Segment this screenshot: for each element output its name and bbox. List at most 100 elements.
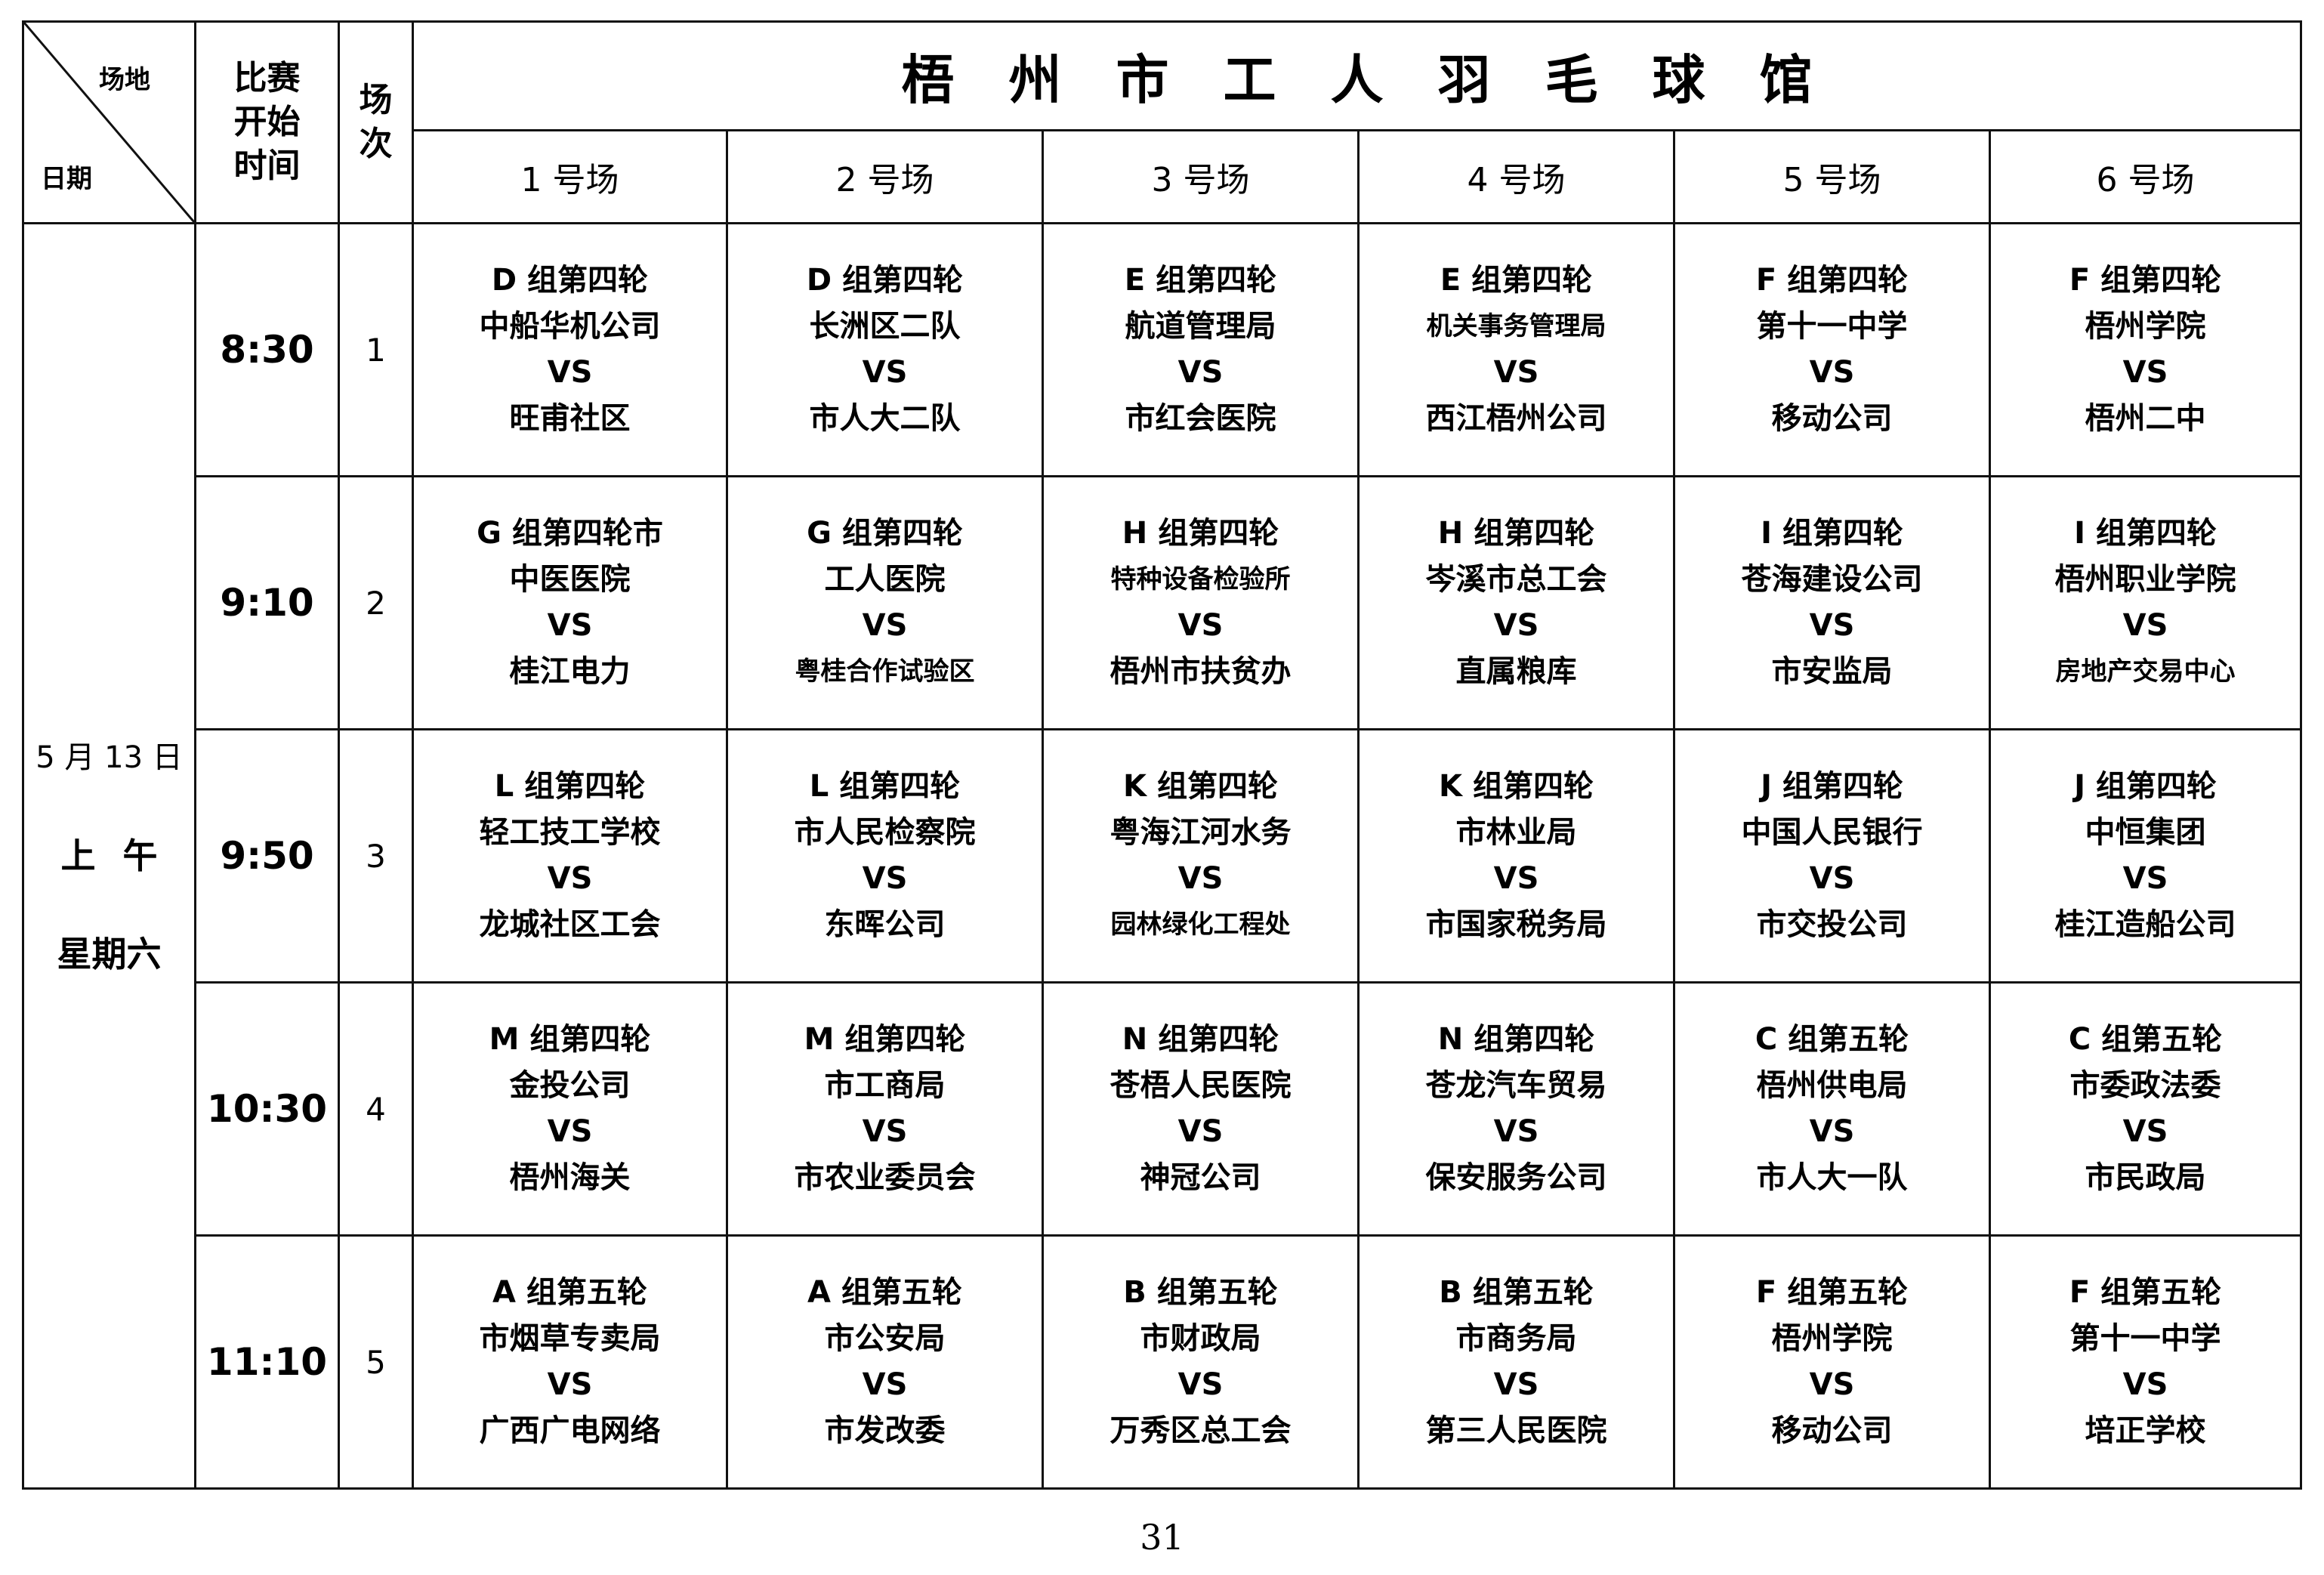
court-header-1: 1 号场 (412, 129, 728, 224)
match-team1: 梧州学院 (1771, 1321, 1893, 1356)
start-time: 8:30 (194, 222, 340, 477)
match-team1: 特种设备检验所 (1110, 564, 1291, 594)
match-vs: VS (1493, 355, 1539, 390)
match-group: J 组第四轮 (1761, 769, 1903, 804)
start-time-header: 比赛 开始 时间 (194, 20, 340, 224)
header-line: 场 (359, 81, 393, 119)
match-vs: VS (862, 861, 908, 896)
round-number: 4 (338, 981, 414, 1237)
match-vs: VS (1809, 608, 1855, 643)
match-vs: VS (1809, 1367, 1855, 1402)
court-header-3: 3 号场 (1042, 129, 1360, 224)
match-group: I 组第四轮 (1761, 516, 1903, 551)
match-cell: G 组第四轮市 中医医院 VS 桂江电力 (412, 475, 728, 730)
match-vs: VS (862, 355, 908, 390)
match-cell: F 组第五轮 梧州学院 VS 移动公司 (1673, 1234, 1991, 1490)
match-cell: K 组第四轮 市林业局 VS 市国家税务局 (1357, 728, 1675, 984)
match-group: F 组第五轮 (2069, 1275, 2222, 1310)
match-cell: H 组第四轮 特种设备检验所 VS 梧州市扶贫办 (1042, 475, 1360, 730)
start-time: 9:50 (194, 728, 340, 984)
match-vs: VS (862, 1367, 908, 1402)
match-team1: 市委政法委 (2069, 1068, 2221, 1103)
match-vs: VS (547, 608, 593, 643)
match-cell: D 组第四轮 中船华机公司 VS 旺甫社区 (412, 222, 728, 477)
match-cell: N 组第四轮 苍龙汽车贸易 VS 保安服务公司 (1357, 981, 1675, 1237)
match-team1: 梧州学院 (2085, 309, 2206, 344)
match-group: A 组第五轮 (492, 1275, 647, 1310)
match-group: G 组第四轮 (807, 516, 963, 551)
match-team2: 市安监局 (1771, 654, 1893, 689)
match-team1: 梧州职业学院 (2054, 562, 2236, 597)
match-team1: 市商务局 (1455, 1321, 1577, 1356)
start-time: 10:30 (194, 981, 340, 1237)
match-team2: 桂江造船公司 (2054, 907, 2236, 942)
match-cell: J 组第四轮 中恒集团 VS 桂江造船公司 (1989, 728, 2302, 984)
match-team1: 苍龙汽车贸易 (1425, 1068, 1607, 1103)
match-team2: 旺甫社区 (509, 401, 631, 436)
match-vs: VS (547, 355, 593, 390)
match-group: C 组第五轮 (1755, 1022, 1909, 1057)
match-group: E 组第四轮 (1124, 263, 1277, 298)
match-team1: 梧州供电局 (1756, 1068, 1908, 1103)
match-cell: I 组第四轮 苍海建设公司 VS 市安监局 (1673, 475, 1991, 730)
match-team1: 工人医院 (824, 562, 946, 597)
match-cell: F 组第五轮 第十一中学 VS 培正学校 (1989, 1234, 2302, 1490)
match-vs: VS (862, 1114, 908, 1149)
match-vs: VS (2122, 861, 2168, 896)
venue-title: 梧州市工人羽毛球馆 (412, 20, 2302, 131)
match-team2: 龙城社区工会 (479, 907, 661, 942)
match-vs: VS (1177, 861, 1224, 896)
match-team2: 园林绿化工程处 (1110, 909, 1291, 940)
match-group: B 组第五轮 (1439, 1275, 1594, 1310)
match-cell: G 组第四轮 工人医院 VS 粤桂合作试验区 (726, 475, 1044, 730)
match-vs: VS (2122, 355, 2168, 390)
match-vs: VS (1177, 1114, 1224, 1149)
match-group: F 组第四轮 (1755, 263, 1909, 298)
match-group: M 组第四轮 (489, 1022, 651, 1057)
match-cell: L 组第四轮 轻工技工学校 VS 龙城社区工会 (412, 728, 728, 984)
match-cell: I 组第四轮 梧州职业学院 VS 房地产交易中心 (1989, 475, 2302, 730)
match-team2: 神冠公司 (1140, 1160, 1261, 1195)
table-row: 10:30 4 M 组第四轮 金投公司 VS 梧州海关 M 组第四轮 市工商局 VS 市农业委员会… (23, 981, 2302, 1237)
match-group: K 组第四轮 (1439, 769, 1594, 804)
match-group: F 组第四轮 (2069, 263, 2222, 298)
match-cell: M 组第四轮 市工商局 VS 市农业委员会 (726, 981, 1044, 1237)
match-vs: VS (1809, 355, 1855, 390)
header-line: 比赛 (233, 59, 301, 97)
match-vs: VS (2122, 1114, 2168, 1149)
match-group: D 组第四轮 (491, 263, 649, 298)
match-vs: VS (1493, 861, 1539, 896)
court-header-6: 6 号场 (1989, 129, 2302, 224)
match-vs: VS (1809, 1114, 1855, 1149)
match-cell: C 组第五轮 梧州供电局 VS 市人大一队 (1673, 981, 1991, 1237)
table-row: 11:10 5 A 组第五轮 市烟草专卖局 VS 广西广电网络 A 组第五轮 市公安局 VS 市发… (23, 1234, 2302, 1490)
match-team1: 中医医院 (509, 562, 631, 597)
match-group: I 组第四轮 (2074, 516, 2217, 551)
match-vs: VS (1493, 1114, 1539, 1149)
header-line: 开始 (233, 103, 301, 141)
match-team2: 梧州二中 (2085, 401, 2206, 436)
match-group: F 组第五轮 (1755, 1275, 1909, 1310)
date-label: 日期 (41, 164, 92, 194)
round-number: 3 (338, 728, 414, 984)
match-team2: 第三人民医院 (1425, 1413, 1607, 1448)
match-group: K 组第四轮 (1123, 769, 1278, 804)
date-cell: 5 月 13 日上午 星期六 (22, 222, 196, 1490)
match-team2: 广西广电网络 (479, 1413, 661, 1448)
match-team1: 市林业局 (1455, 815, 1577, 850)
match-team1: 市公安局 (824, 1321, 946, 1356)
match-team2: 保安服务公司 (1425, 1160, 1607, 1195)
schedule-table: 场地 日期 比赛 开始 时间 场 次 梧州市工人羽毛球馆 1 号场 2 号场 3 号… (22, 20, 2302, 1490)
match-cell: A 组第五轮 市公安局 VS 市发改委 (726, 1234, 1044, 1490)
match-group: J 组第四轮 (2074, 769, 2217, 804)
match-vs: VS (1493, 1367, 1539, 1402)
match-team2: 市农业委员会 (794, 1160, 976, 1195)
match-team2: 市交投公司 (1756, 907, 1908, 942)
match-team1: 第十一中学 (2069, 1321, 2221, 1356)
round-header: 场 次 (338, 20, 414, 224)
match-group: L 组第四轮 (494, 769, 646, 804)
match-team2: 梧州市扶贫办 (1110, 654, 1292, 689)
match-team2: 粤桂合作试验区 (795, 656, 975, 687)
match-cell: C 组第五轮 市委政法委 VS 市民政局 (1989, 981, 2302, 1237)
header-line: 次 (359, 125, 393, 163)
